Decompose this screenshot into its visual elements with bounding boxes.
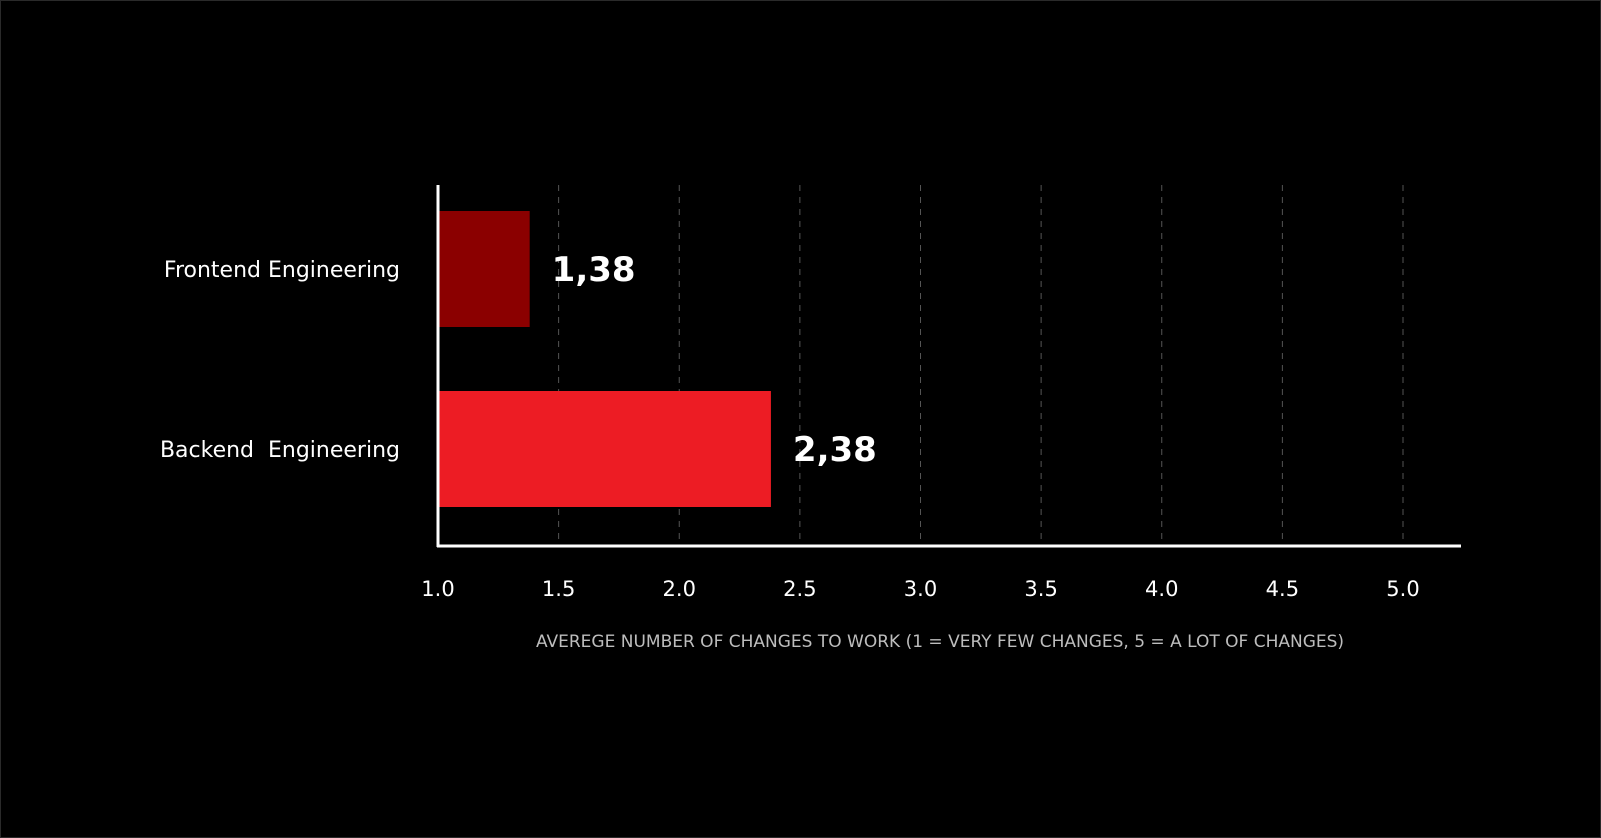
x-tick-label: 3.5 (1024, 577, 1057, 601)
bar (438, 391, 771, 507)
x-tick-label: 2.5 (783, 577, 816, 601)
x-tick-label: 4.5 (1266, 577, 1299, 601)
x-tick-label: 1.0 (421, 577, 454, 601)
category-label: Backend Engineering (160, 438, 400, 463)
bars (438, 211, 771, 507)
value-labels: 1,38 2,38 (552, 250, 877, 470)
bar (438, 211, 530, 327)
category-labels: Frontend Engineering Backend Engineering (160, 258, 400, 463)
value-label: 2,38 (793, 430, 877, 470)
value-label: 1,38 (552, 250, 636, 290)
x-axis-title: AVEREGE NUMBER OF CHANGES TO WORK (1 = V… (536, 632, 1344, 652)
x-tick-labels: 1.0 1.5 2.0 2.5 3.0 3.5 4.0 4.5 5.0 (421, 577, 1419, 601)
x-tick-label: 5.0 (1386, 577, 1419, 601)
x-tick-label: 4.0 (1145, 577, 1178, 601)
axes (436, 185, 1461, 548)
x-tick-label: 2.0 (663, 577, 696, 601)
category-label: Frontend Engineering (164, 258, 400, 283)
x-tick-label: 3.0 (904, 577, 937, 601)
x-tick-label: 1.5 (542, 577, 575, 601)
